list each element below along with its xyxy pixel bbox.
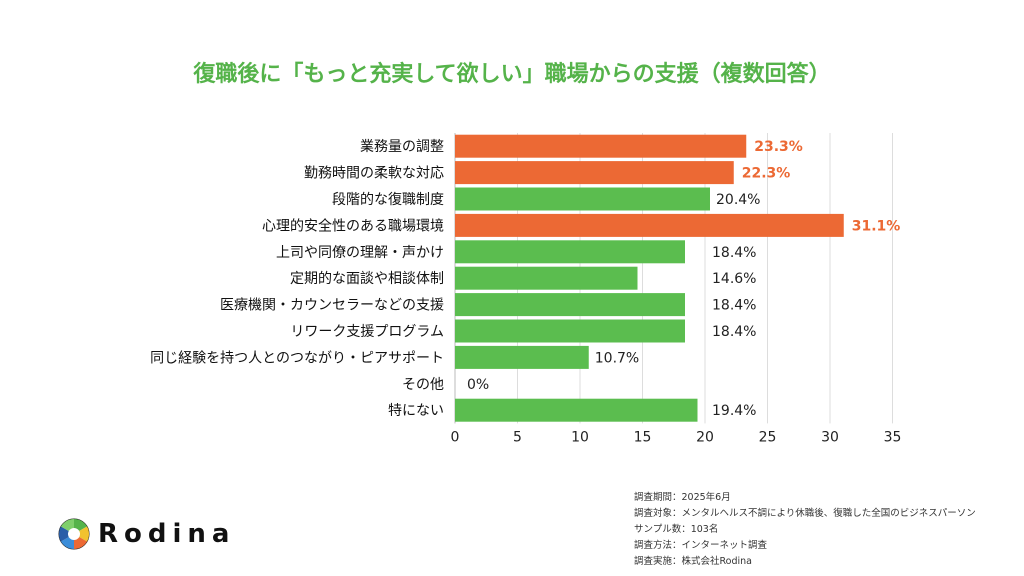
bar [455,213,844,237]
category-label: 業務量の調整 [360,139,444,155]
x-tick-label: 10 [571,429,589,445]
note-period: 調査期間：2025年6月 [634,492,731,503]
value-label: 18.4% [712,298,756,314]
chart-title: 復職後に「もっと充実して欲しい」職場からの支援（複数回答） [193,62,831,87]
value-label: 20.4% [716,192,760,208]
bar [455,134,747,158]
value-label: 22.3% [742,166,791,182]
note-method: 調査方法：インターネット調査 [634,540,768,551]
value-label: 10.7% [595,350,639,366]
x-tick-label: 15 [634,429,652,445]
bar [455,187,710,211]
category-label: 上司や同僚の理解・声かけ [276,245,444,261]
category-label: リワーク支援プログラム [290,324,444,340]
note-target: 調査対象：メンタルヘルス不調により休職後、復職した全国のビジネスパーソン [634,508,976,519]
bar [455,240,685,264]
value-label: 0% [467,377,489,393]
bar [455,161,734,185]
value-label: 18.4% [712,324,756,340]
category-label: 定期的な面談や相談体制 [290,271,444,287]
bar [455,319,685,343]
category-label: 医療機関・カウンセラーなどの支援 [220,297,444,314]
category-label: その他 [402,377,444,393]
bar [455,293,685,317]
note-sample: サンプル数：103名 [634,524,719,535]
bar [455,345,589,369]
category-label: 特にない [388,403,444,419]
category-label: 勤務時間の柔軟な対応 [304,166,444,182]
value-label: 14.6% [712,271,756,287]
camera-aperture-icon [58,518,90,550]
survey-notes: 調査期間：2025年6月 調査対象：メンタルヘルス不調により休職後、復職した全国… [634,490,976,570]
value-label: 19.4% [712,403,756,419]
x-tick-label: 20 [696,429,714,445]
note-conductor: 調査実施：株式会社Rodina [634,556,752,567]
value-label: 31.1% [852,218,901,234]
x-tick-label: 30 [821,429,839,445]
rodina-logo: Rodina [58,516,235,552]
x-tick-label: 25 [759,429,777,445]
value-label: 23.3% [754,139,803,155]
x-tick-label: 5 [513,429,522,445]
x-tick-label: 35 [884,429,902,445]
category-label: 段階的な復職制度 [332,191,444,208]
value-label: 18.4% [712,245,756,261]
category-label: 心理的安全性のある職場環境 [262,217,444,234]
x-tick-label: 0 [451,429,460,445]
logo-text: Rodina [98,519,236,549]
bar [455,266,638,290]
bar [455,398,698,422]
category-label: 同じ経験を持つ人とのつながり・ピアサポート [150,350,444,366]
